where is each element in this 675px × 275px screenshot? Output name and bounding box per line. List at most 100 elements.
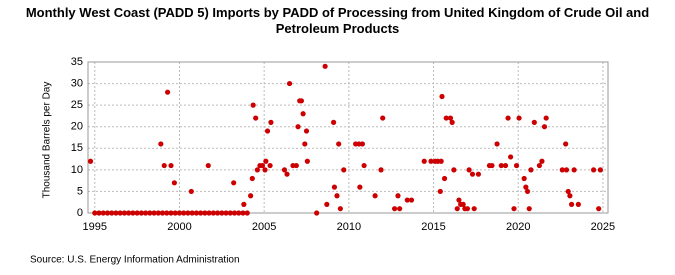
- point: [361, 162, 367, 169]
- point: [293, 162, 299, 169]
- point: [531, 119, 537, 125]
- point: [397, 206, 403, 212]
- point: [241, 201, 247, 207]
- point: [126, 210, 132, 216]
- x-tick-label: 2025: [591, 221, 615, 233]
- point: [443, 115, 449, 121]
- point: [471, 206, 477, 212]
- point: [87, 158, 94, 164]
- point: [121, 210, 128, 216]
- x-tick-label: 2020: [506, 221, 530, 233]
- source-note: Source: U.S. Energy Information Administ…: [30, 255, 240, 266]
- point: [543, 115, 549, 121]
- x-tick-label: 2000: [167, 221, 191, 233]
- point: [172, 210, 178, 216]
- point: [262, 167, 268, 173]
- point: [559, 167, 565, 173]
- x-tick-label: 1995: [83, 221, 107, 233]
- point: [331, 184, 338, 190]
- point: [254, 167, 260, 173]
- point: [513, 162, 520, 169]
- point: [334, 193, 340, 199]
- point: [337, 206, 343, 212]
- point: [240, 210, 246, 216]
- point: [100, 210, 106, 216]
- point: [295, 124, 301, 130]
- point: [188, 188, 194, 195]
- point: [189, 210, 195, 216]
- point: [341, 167, 347, 173]
- point: [359, 141, 365, 147]
- point: [456, 197, 462, 203]
- point: [231, 180, 237, 186]
- point: [449, 119, 455, 125]
- point: [404, 197, 410, 203]
- point: [159, 210, 166, 216]
- x-tick-label: 2010: [337, 221, 361, 233]
- y-tick-label: 20: [71, 121, 83, 133]
- point: [441, 175, 448, 182]
- point: [164, 210, 170, 216]
- point: [267, 162, 273, 169]
- point: [565, 188, 571, 195]
- point: [304, 158, 310, 164]
- point: [231, 210, 238, 216]
- point: [161, 162, 167, 169]
- point: [567, 193, 573, 199]
- point: [142, 210, 149, 216]
- point: [378, 167, 384, 173]
- point: [206, 210, 212, 216]
- point: [372, 193, 378, 199]
- point: [202, 210, 208, 216]
- point: [263, 158, 269, 164]
- point: [536, 162, 543, 169]
- x-tick-label: 2005: [252, 221, 276, 233]
- point: [391, 206, 398, 212]
- point: [475, 171, 482, 177]
- chart-title: Monthly West Coast (PADD 5) Imports by P…: [25, 5, 650, 36]
- point: [250, 102, 256, 108]
- point: [408, 197, 415, 203]
- point: [322, 63, 328, 69]
- point: [502, 162, 509, 169]
- point: [380, 115, 386, 121]
- point: [130, 210, 136, 216]
- point: [155, 210, 161, 216]
- point: [171, 180, 177, 186]
- plot-frame: [87, 61, 609, 214]
- point: [563, 141, 569, 147]
- point: [185, 210, 191, 216]
- point: [568, 201, 575, 207]
- point: [248, 193, 254, 199]
- point: [395, 193, 401, 199]
- point: [523, 184, 529, 190]
- point: [571, 167, 577, 173]
- y-tick-label: 0: [77, 207, 83, 219]
- point: [249, 175, 255, 182]
- point: [428, 158, 434, 164]
- point: [300, 111, 306, 117]
- point: [223, 210, 229, 216]
- point: [466, 167, 472, 173]
- point: [516, 115, 522, 121]
- point: [253, 115, 259, 121]
- point: [541, 124, 548, 130]
- point: [505, 115, 511, 121]
- point: [138, 210, 144, 216]
- point: [524, 188, 531, 195]
- y-tick-label: 25: [71, 99, 83, 111]
- point: [168, 162, 174, 169]
- point: [284, 171, 290, 177]
- point: [511, 206, 517, 212]
- point: [268, 119, 274, 125]
- point: [158, 141, 164, 147]
- point: [176, 210, 183, 216]
- point: [117, 210, 123, 216]
- point: [198, 210, 204, 216]
- point: [205, 162, 211, 169]
- point: [437, 188, 443, 195]
- point: [357, 184, 363, 190]
- point: [92, 210, 98, 216]
- y-tick-label: 35: [71, 56, 83, 68]
